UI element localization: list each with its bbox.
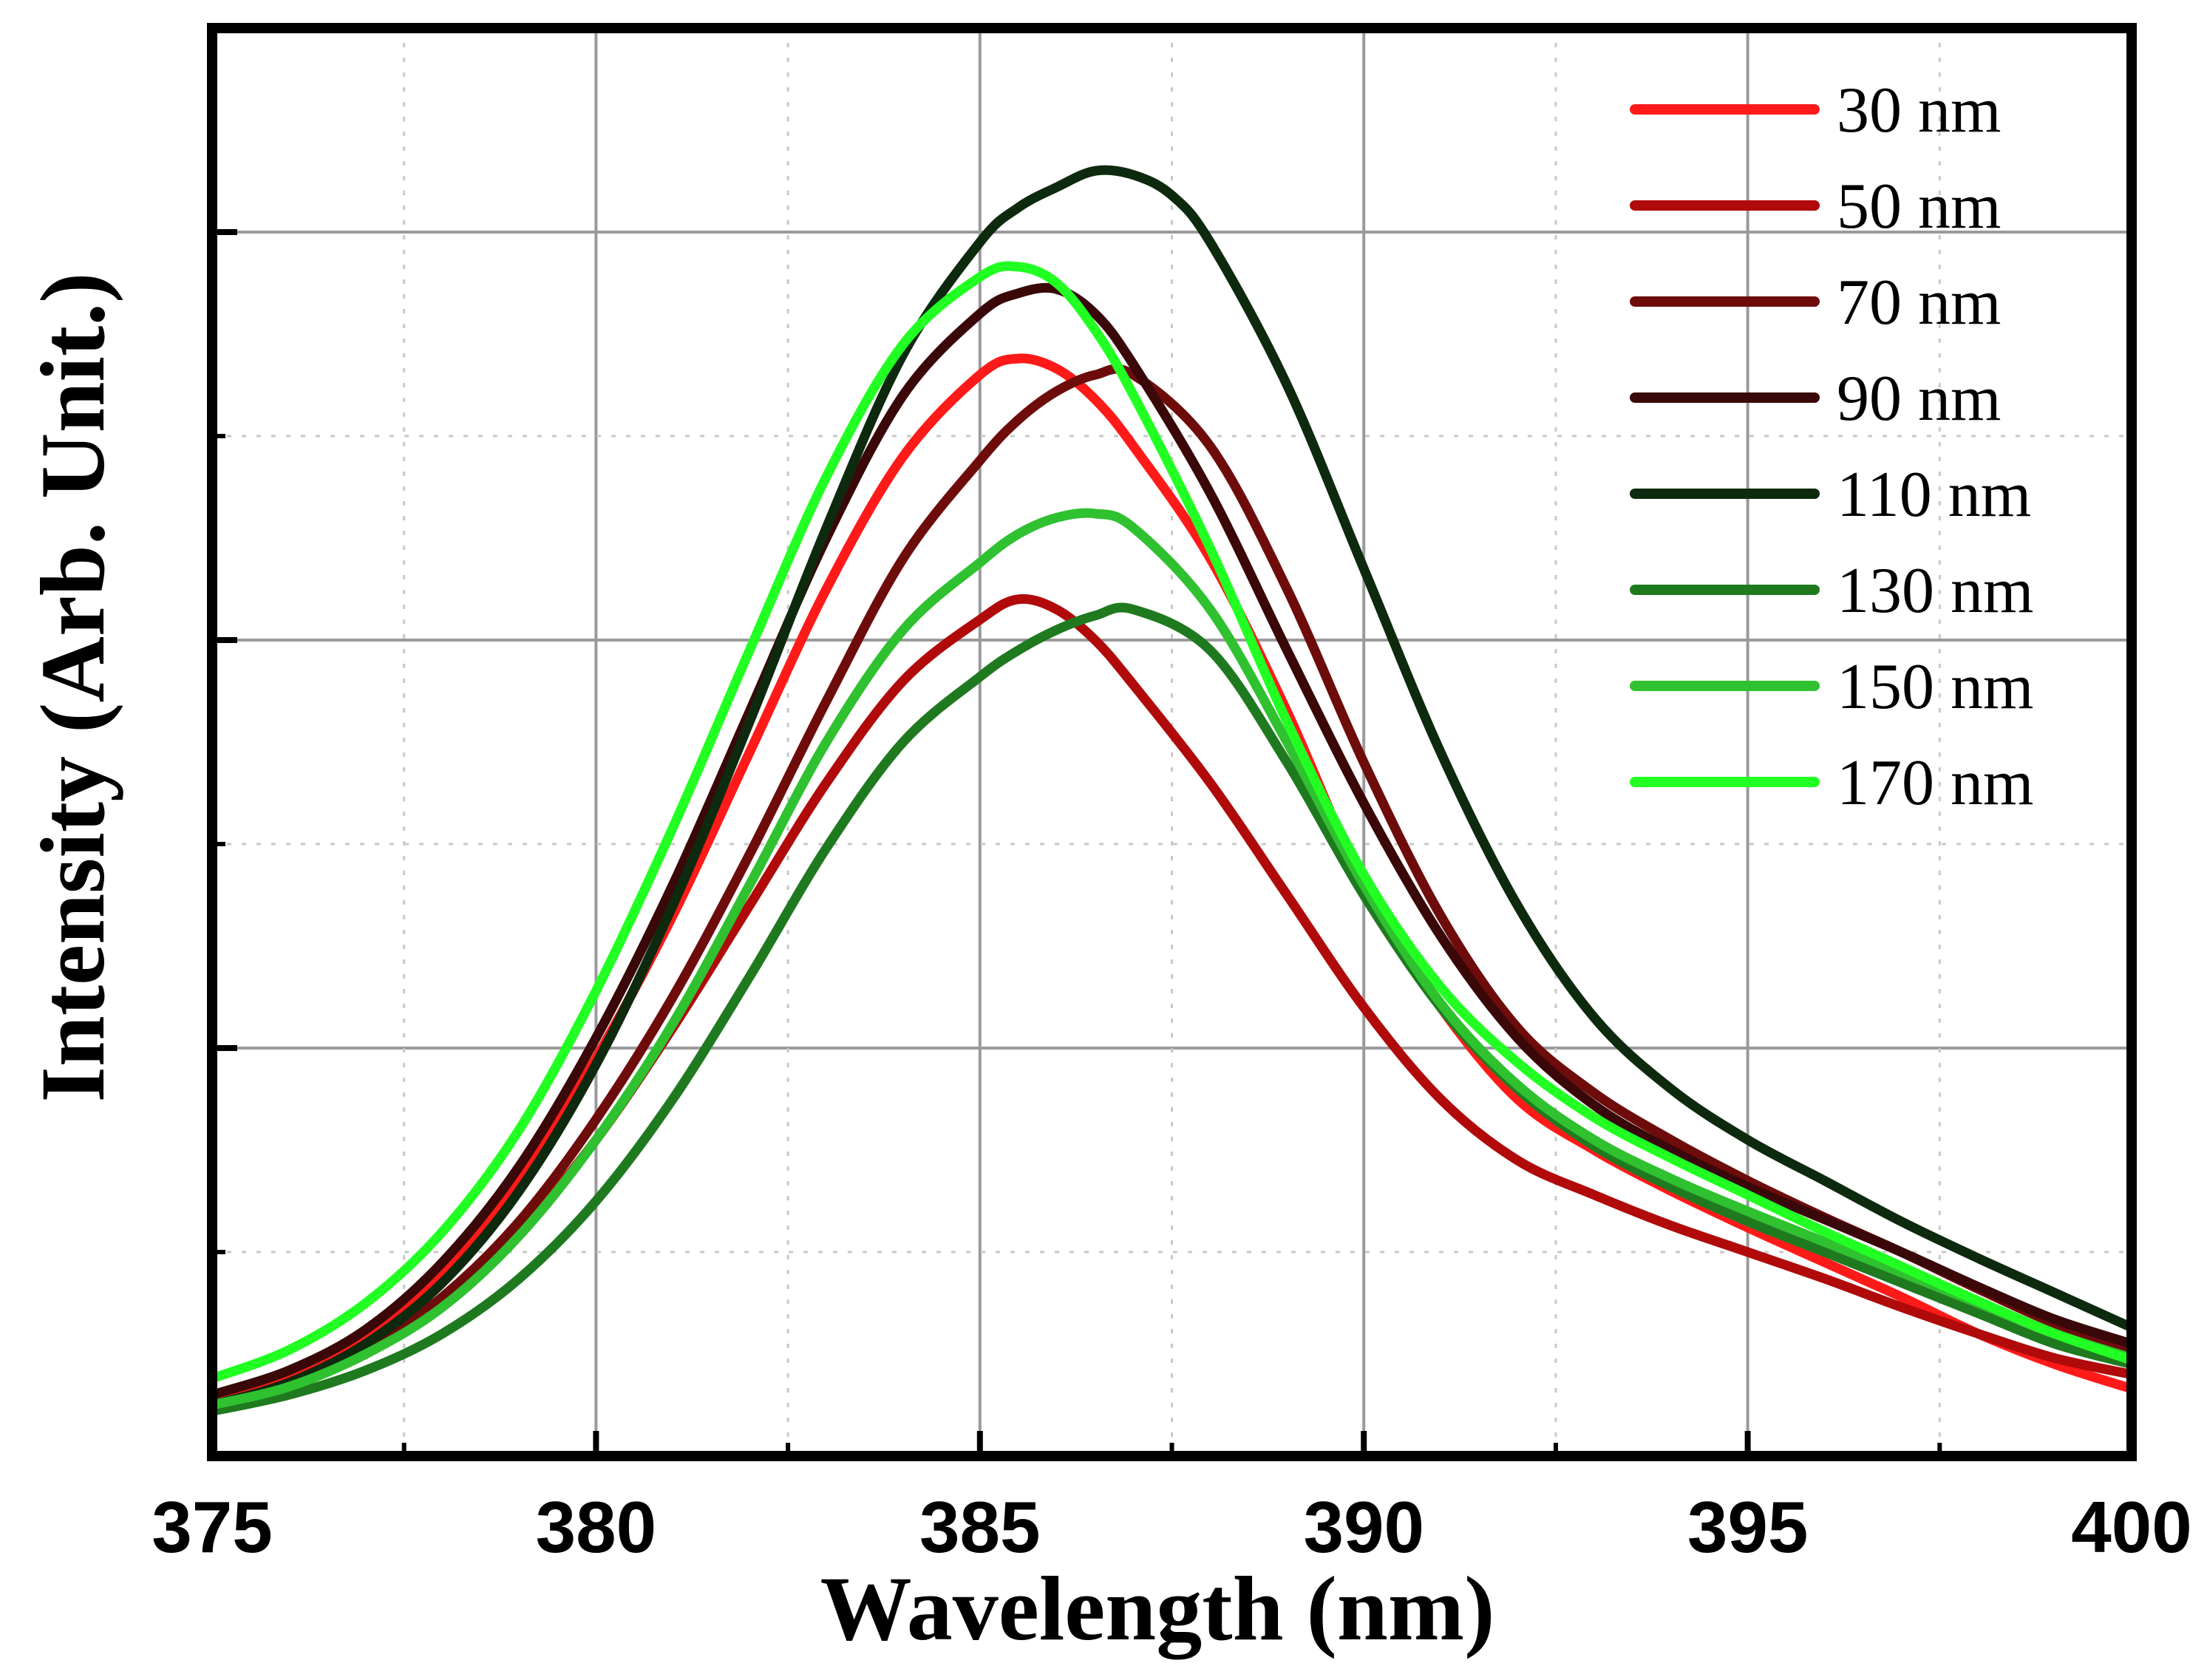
x-tick-label: 380 (536, 1486, 657, 1568)
legend: 30 nm 50 nm 70 nm 90 nm 110 nm 130 nm 150 nm 17… (1630, 75, 2033, 819)
legend-label: 90 nm (1837, 363, 2001, 435)
legend-label: 70 nm (1837, 267, 2001, 339)
series-line-90-nm (207, 282, 2137, 1400)
axes-layer: 375 380 385 390 395 400 (152, 23, 2192, 1568)
series-line-150-nm (207, 508, 2137, 1410)
series-line-130-nm (207, 602, 2137, 1416)
legend-label: 150 nm (1837, 651, 2033, 723)
series-line-110-nm (207, 165, 2137, 1410)
legend-label: 110 nm (1837, 459, 2031, 531)
legend-label: 50 nm (1837, 171, 2001, 242)
x-tick-label: 375 (152, 1486, 273, 1568)
legend-label: 130 nm (1837, 555, 2033, 627)
x-axis-title: Wavelength (nm) (820, 1558, 1495, 1660)
series-layer (207, 165, 2137, 1416)
x-tick-label: 395 (1687, 1486, 1809, 1568)
y-axis-title: Intensity (Arb. Unit.) (22, 273, 123, 1103)
x-tick-label: 390 (1303, 1486, 1424, 1568)
x-tick-label: 385 (919, 1486, 1041, 1568)
legend-label: 30 nm (1837, 75, 2001, 146)
series-line-170-nm (207, 261, 2137, 1384)
legend-label: 170 nm (1837, 747, 2033, 819)
x-tick-label: 400 (2071, 1486, 2192, 1568)
